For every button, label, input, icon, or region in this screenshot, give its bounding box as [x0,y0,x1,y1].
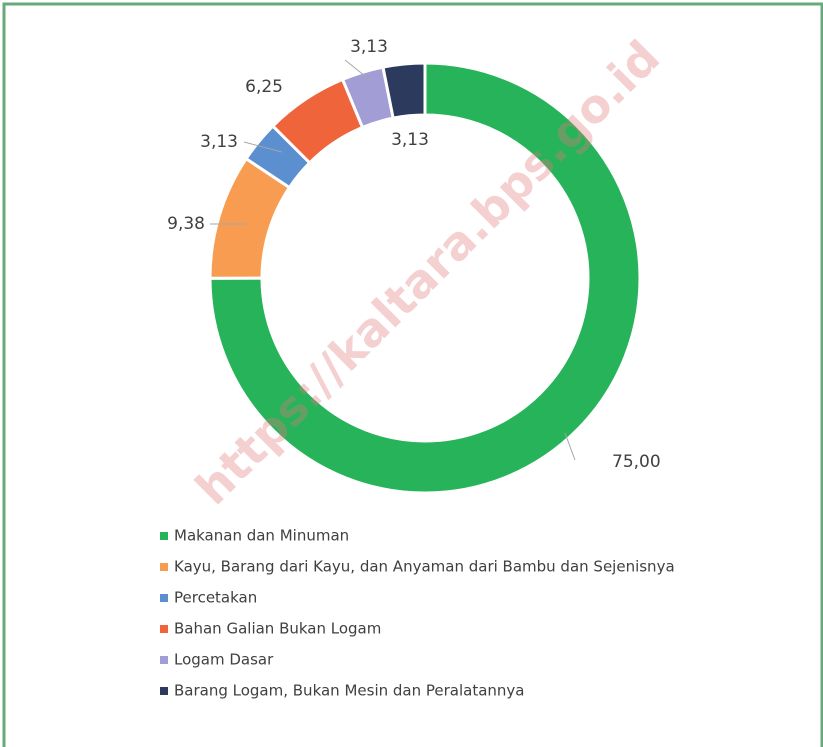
legend-label: Bahan Galian Bukan Logam [174,620,381,638]
leader-line [564,432,576,461]
legend-swatch [160,625,168,633]
legend-label: Percetakan [174,589,257,607]
data-label: 75,00 [612,452,661,472]
data-label: 3,13 [200,132,238,152]
data-label: 6,25 [245,77,283,97]
data-label: 3,13 [350,37,388,57]
data-label: 9,38 [167,214,205,234]
legend-label: Makanan dan Minuman [174,527,349,545]
legend-swatch [160,656,168,664]
leader-line [344,59,371,81]
legend-swatch [160,687,168,695]
legend-swatch [160,563,168,571]
legend-swatch [160,532,168,540]
legend-label: Logam Dasar [174,651,274,669]
legend-swatch [160,594,168,602]
donut-segment [208,61,642,495]
donut-segment [381,61,427,120]
legend-label: Kayu, Barang dari Kayu, dan Anyaman dari… [174,558,675,576]
legend-label: Barang Logam, Bukan Mesin dan Peralatann… [174,682,525,700]
leader-line [243,141,283,153]
data-label: 3,13 [391,130,429,150]
